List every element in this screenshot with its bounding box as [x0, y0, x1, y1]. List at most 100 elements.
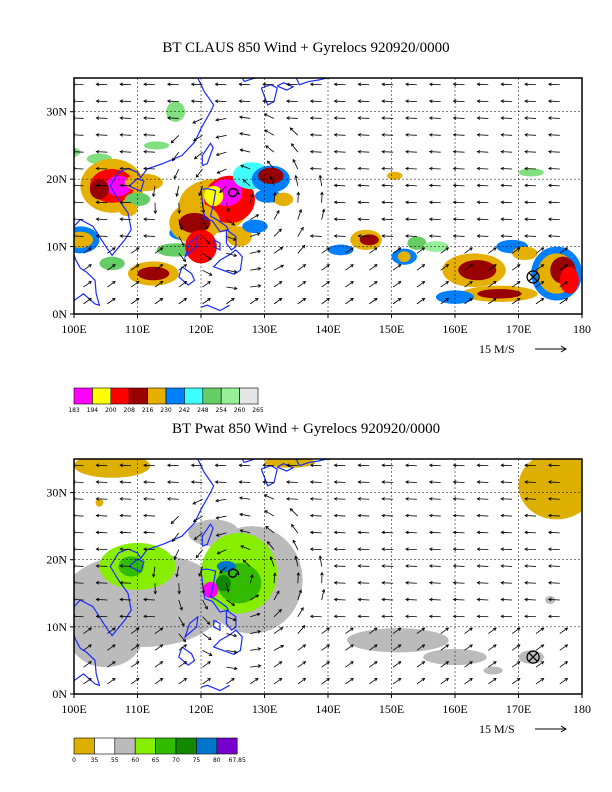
- colorbar-label: 230: [160, 407, 172, 414]
- wind-arrow-head: [405, 234, 409, 238]
- wind-arrow: [226, 202, 229, 212]
- wind-arrow: [559, 644, 568, 651]
- wind-arrow: [240, 545, 251, 551]
- colorbar-label: 242: [179, 407, 191, 414]
- wind-arrow-head: [95, 564, 100, 568]
- lon-tick-label: 160E: [442, 322, 467, 336]
- wind-arrow-head: [381, 497, 385, 501]
- wind-arrow: [392, 627, 402, 634]
- coastline: [241, 78, 257, 83]
- wind-arrow-head: [198, 573, 202, 577]
- wind-arrow: [429, 565, 441, 567]
- wind-arrow-head: [405, 463, 409, 468]
- wind-arrow-head: [159, 644, 164, 648]
- wind-arrow: [501, 599, 513, 601]
- wind-arrow: [429, 582, 441, 584]
- wind-arrow-head: [469, 247, 473, 251]
- wind-arrow-head: [381, 614, 385, 619]
- wind-arrow-head: [231, 602, 236, 606]
- wind-arrow-head: [119, 463, 124, 468]
- wind-arrow: [345, 661, 354, 668]
- wind-arrow-head: [547, 116, 552, 120]
- wind-arrow: [488, 644, 497, 651]
- wind-arrow: [429, 599, 441, 601]
- wind-arrow: [477, 83, 489, 86]
- wind-arrow: [382, 481, 394, 483]
- wind-arrow: [524, 168, 536, 170]
- wind-arrow-head: [279, 627, 284, 631]
- wind-arrow-head: [381, 183, 385, 188]
- wind-arrow-head: [405, 217, 409, 221]
- lat-tick-label: 20N: [46, 172, 67, 186]
- wind-arrow-head: [183, 264, 188, 268]
- wind-arrow-head: [232, 237, 237, 241]
- wind-arrow: [143, 134, 155, 136]
- wind-arrow: [321, 589, 325, 601]
- wind-arrow: [453, 498, 465, 500]
- wind-arrow-head: [289, 127, 294, 131]
- wind-arrow-head: [135, 644, 140, 648]
- wind-arrow-head: [279, 246, 284, 251]
- wind-arrow-head: [516, 247, 521, 251]
- wind-arrow-head: [381, 82, 385, 87]
- shaded-region: [99, 256, 125, 271]
- wind-arrow: [501, 218, 513, 220]
- wind-arrow-head: [540, 297, 545, 302]
- colorbar-label: 60: [131, 757, 139, 764]
- wind-arrow: [358, 184, 370, 187]
- wind-arrow: [416, 627, 425, 634]
- shaded-region: [397, 251, 411, 263]
- wind-arrow-head: [476, 82, 481, 87]
- wind-arrow: [345, 644, 354, 651]
- wind-arrow-head: [166, 480, 171, 484]
- wind-arrow: [215, 481, 227, 483]
- wind-arrow: [240, 165, 251, 170]
- wind-arrow-head: [95, 133, 100, 137]
- wind-arrow-head: [547, 580, 552, 585]
- wind-arrow-head: [405, 82, 409, 87]
- wind-arrow-head: [428, 200, 433, 205]
- wind-arrow: [250, 233, 260, 237]
- wind-arrow: [405, 481, 417, 483]
- wind-arrow-head: [266, 541, 271, 545]
- wind-arrow-head: [192, 518, 197, 522]
- wind-arrow: [297, 607, 304, 617]
- wind-arrow: [172, 151, 180, 161]
- shaded-region: [143, 141, 170, 150]
- wind-arrow-head: [476, 116, 481, 120]
- wind-arrow: [130, 627, 140, 634]
- wind-arrow-head: [405, 166, 409, 171]
- wind-arrow-head: [238, 480, 243, 484]
- wind-arrow-head: [257, 284, 262, 288]
- wind-arrow-head: [547, 234, 552, 238]
- wind-arrow: [191, 100, 203, 102]
- wind-arrow-head: [564, 661, 569, 665]
- wind-arrow-head: [524, 564, 528, 568]
- wind-arrow-head: [119, 234, 124, 238]
- wind-arrow-head: [357, 200, 362, 205]
- wind-arrow: [310, 615, 322, 618]
- wind-arrow: [143, 599, 155, 601]
- wind-arrow: [191, 464, 203, 467]
- wind-arrow: [178, 644, 187, 651]
- wind-arrow: [192, 118, 203, 124]
- wind-arrow-head: [405, 200, 409, 205]
- wind-arrow-head: [493, 644, 497, 648]
- wind-arrow: [297, 625, 306, 634]
- wind-arrow-head: [524, 217, 528, 221]
- wind-arrow: [167, 464, 179, 467]
- wind-arrow-head: [143, 480, 147, 484]
- wind-arrow-head: [405, 480, 409, 484]
- wind-arrow: [548, 498, 560, 500]
- wind-arrow-head: [326, 627, 331, 631]
- wind-arrow: [178, 202, 180, 214]
- lon-tick-label: 120E: [188, 322, 213, 336]
- wind-arrow: [310, 168, 322, 170]
- wind-arrow-head: [476, 217, 481, 221]
- wind-arrow: [226, 633, 237, 637]
- wind-arrow-head: [476, 463, 481, 468]
- wind-arrow: [226, 616, 237, 621]
- wind-arrow-head: [296, 191, 301, 196]
- wind-arrow-head: [476, 480, 481, 484]
- wind-arrow: [120, 599, 132, 601]
